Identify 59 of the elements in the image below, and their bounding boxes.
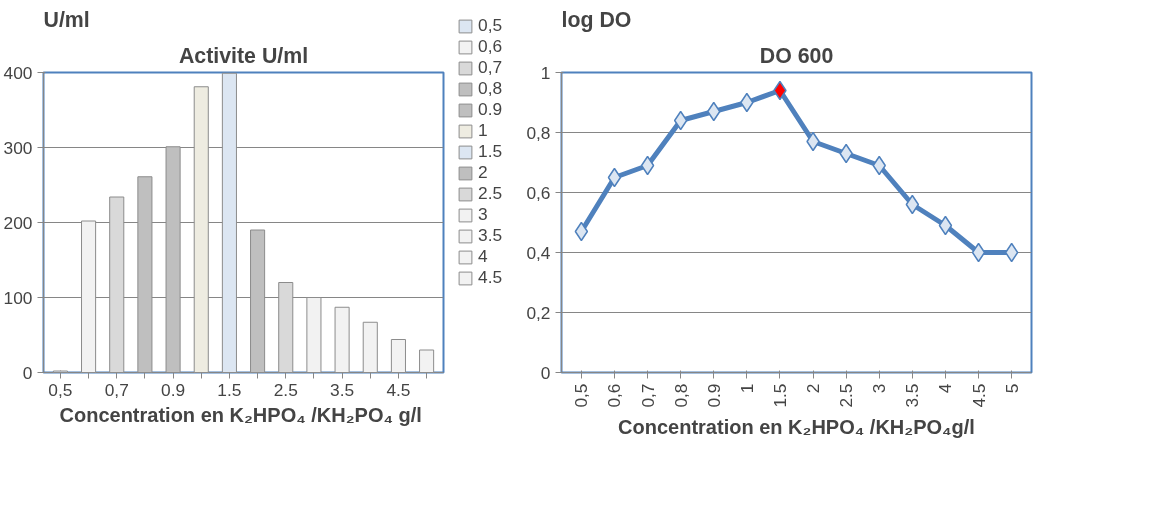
y-tick-label: 400	[3, 62, 33, 83]
point	[574, 221, 589, 242]
chart-title: Activite U/ml	[178, 43, 309, 68]
legend-label: 0,7	[478, 57, 503, 78]
y-tick-label: 0	[22, 362, 33, 383]
x-tick-label: 1.5	[217, 379, 242, 400]
x-tick-label: 0,7	[104, 379, 129, 400]
x-tick-label: 0.9	[161, 379, 186, 400]
legend-label: 1	[478, 120, 489, 141]
legend-label: 0,8	[478, 78, 503, 99]
legend-label: 1.5	[478, 141, 503, 162]
legend-label: 0,5	[478, 15, 503, 36]
point	[938, 215, 953, 236]
x-tick-label: 0,8	[670, 383, 691, 408]
x-tick-label: 0,5	[48, 379, 73, 400]
x-axis-title: Concentration en K₂HPO₄ /KH₂PO₄ g/l	[59, 403, 422, 426]
y-axis-title: U/ml	[43, 7, 90, 32]
x-tick-label: 5	[1001, 383, 1022, 394]
x-axis-title: Concentration en K₂HPO₄ /KH₂PO₄g/l	[618, 415, 975, 438]
legend-label: 3	[478, 204, 489, 225]
y-tick-label: 0,6	[526, 182, 551, 203]
y-tick-label: 0,8	[526, 122, 551, 143]
point	[673, 110, 688, 131]
y-tick-label: 300	[3, 137, 33, 158]
x-tick-label: 2	[803, 383, 824, 394]
x-tick-label: 1	[736, 383, 757, 394]
x-tick-label: 4.5	[386, 379, 411, 400]
x-tick-label: 0,6	[604, 383, 625, 408]
x-tick-label: 3.5	[330, 379, 355, 400]
y-tick-label: 200	[3, 212, 33, 233]
x-tick-label: 1.5	[769, 383, 790, 408]
x-tick-label: 4	[935, 383, 956, 394]
x-tick-label: 0,7	[637, 383, 658, 408]
point	[1004, 242, 1019, 263]
legend-label: 0,6	[478, 36, 503, 57]
y-tick-label: 0,2	[526, 302, 551, 323]
x-tick-label: 3.5	[902, 383, 923, 408]
legend-label: 2	[478, 162, 489, 183]
point	[905, 194, 920, 215]
y-tick-label: 0,4	[526, 242, 551, 263]
x-tick-label: 4.5	[968, 383, 989, 408]
legend-label: 0.9	[478, 99, 503, 120]
y-tick-label: 100	[3, 287, 33, 308]
point	[971, 242, 986, 263]
y-tick-label: 0	[540, 362, 551, 383]
point	[640, 155, 655, 176]
chart-title: DO 600	[759, 43, 834, 68]
x-tick-label: 2.5	[273, 379, 298, 400]
legend-label: 3.5	[478, 225, 503, 246]
x-tick-label: 0.9	[703, 383, 724, 408]
x-tick-label: 3	[869, 383, 890, 394]
legend-label: 4	[478, 246, 489, 267]
x-tick-label: 0,5	[571, 383, 592, 408]
legend-label: 2.5	[478, 183, 503, 204]
point	[607, 167, 622, 188]
y-axis-title: log DO	[561, 7, 632, 32]
x-tick-label: 2.5	[836, 383, 857, 408]
legend-label: 4.5	[478, 267, 503, 288]
y-tick-label: 1	[540, 62, 551, 83]
